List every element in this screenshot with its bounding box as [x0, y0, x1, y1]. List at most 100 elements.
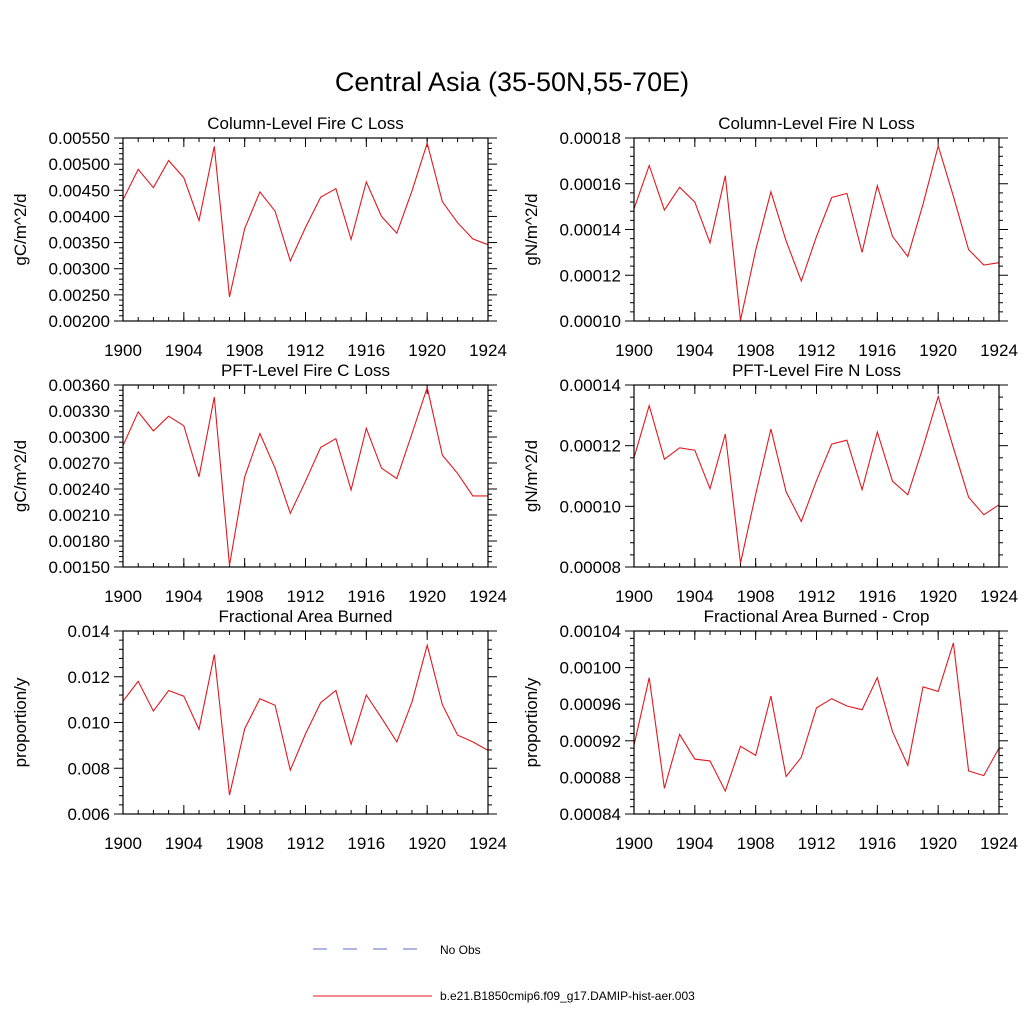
x-tick-label: 1924 [469, 587, 507, 606]
y-tick-label: 0.00018 [560, 129, 621, 148]
plot-frame [122, 630, 489, 815]
y-tick-label: 0.00014 [560, 221, 621, 240]
y-tick-label: 0.00250 [49, 286, 110, 305]
y-tick-label: 0.00010 [560, 497, 621, 516]
y-tick-label: 0.00014 [560, 376, 621, 395]
x-tick-label: 1916 [347, 341, 385, 360]
series-line [122, 141, 489, 298]
x-tick-label: 1900 [104, 834, 142, 853]
x-tick-label: 1912 [287, 587, 325, 606]
y-tick-label: 0.00088 [560, 768, 621, 787]
x-tick-label: 1920 [919, 834, 957, 853]
y-tick-label: 0.00084 [560, 805, 621, 824]
x-tick-label: 1908 [226, 341, 264, 360]
x-tick-label: 1900 [104, 587, 142, 606]
y-tick-label: 0.00400 [49, 207, 110, 226]
y-tick-label: 0.00092 [560, 732, 621, 751]
x-tick-label: 1908 [737, 834, 775, 853]
x-tick-label: 1904 [165, 341, 203, 360]
x-tick-label: 1908 [737, 587, 775, 606]
legend-no-obs-label: No Obs [440, 943, 481, 957]
y-tick-label: 0.00450 [49, 181, 110, 200]
x-tick-label: 1904 [165, 587, 203, 606]
y-axis-label: gC/m^2/d [11, 193, 30, 265]
x-tick-label: 1920 [408, 587, 446, 606]
y-tick-label: 0.00550 [49, 129, 110, 148]
series-line [633, 642, 1000, 793]
y-tick-label: 0.00500 [49, 155, 110, 174]
plot-frame [633, 137, 1000, 322]
y-tick-label: 0.00300 [49, 260, 110, 279]
y-tick-label: 0.00350 [49, 234, 110, 253]
panel-6: Fractional Area Burned - Crop proportion/… [522, 607, 1018, 853]
x-tick-label: 1912 [798, 834, 836, 853]
y-tick-label: 0.00012 [560, 437, 621, 456]
series-line [633, 394, 1000, 564]
y-tick-label: 0.00200 [49, 312, 110, 331]
x-tick-label: 1912 [287, 341, 325, 360]
x-tick-label: 1900 [615, 341, 653, 360]
y-tick-label: 0.010 [67, 714, 110, 733]
y-axis-label: gC/m^2/d [11, 440, 30, 512]
y-tick-label: 0.00210 [49, 506, 110, 525]
x-tick-label: 1916 [858, 587, 896, 606]
x-tick-label: 1912 [287, 834, 325, 853]
panel-5: Fractional Area Burned proportion/y 1900 19… [11, 607, 507, 853]
y-axis-label: gN/m^2/d [522, 193, 541, 265]
series-line [122, 643, 489, 796]
y-tick-label: 0.012 [67, 668, 110, 687]
panel-title: Fractional Area Burned - Crop [704, 607, 930, 626]
y-axis-label: gN/m^2/d [522, 440, 541, 512]
panel-title: PFT-Level Fire N Loss [732, 361, 901, 380]
x-tick-label: 1916 [347, 834, 385, 853]
y-axis-label: proportion/y [11, 677, 30, 767]
x-tick-label: 1924 [469, 834, 507, 853]
y-tick-label: 0.00270 [49, 454, 110, 473]
y-tick-label: 0.00240 [49, 480, 110, 499]
y-tick-label: 0.00010 [560, 312, 621, 331]
y-tick-label: 0.00104 [560, 622, 621, 641]
y-tick-label: 0.00096 [560, 695, 621, 714]
legend-run-label: b.e21.B1850cmip6.f09_g17.DAMIP-hist-aer.… [440, 989, 695, 1003]
y-tick-label: 0.006 [67, 805, 110, 824]
y-tick-label: 0.00012 [560, 266, 621, 285]
y-tick-label: 0.00360 [49, 376, 110, 395]
y-tick-label: 0.00100 [560, 659, 621, 678]
x-tick-label: 1920 [408, 341, 446, 360]
x-tick-label: 1924 [980, 587, 1018, 606]
x-tick-label: 1900 [615, 834, 653, 853]
x-tick-label: 1920 [919, 341, 957, 360]
y-tick-label: 0.00016 [560, 175, 621, 194]
y-tick-label: 0.00150 [49, 558, 110, 577]
x-tick-label: 1920 [408, 834, 446, 853]
x-tick-label: 1904 [676, 587, 714, 606]
plot-frame [633, 630, 1000, 815]
x-tick-label: 1908 [226, 834, 264, 853]
x-tick-label: 1908 [226, 587, 264, 606]
y-axis-label: proportion/y [522, 677, 541, 767]
x-tick-label: 1908 [737, 341, 775, 360]
panel-title: Fractional Area Burned [219, 607, 393, 626]
x-tick-label: 1912 [798, 587, 836, 606]
x-tick-label: 1916 [858, 834, 896, 853]
x-tick-label: 1904 [165, 834, 203, 853]
panel-4: PFT-Level Fire N Loss gN/m^2/d 1900 1904 190… [522, 361, 1018, 606]
y-tick-label: 0.00180 [49, 532, 110, 551]
x-tick-label: 1900 [104, 341, 142, 360]
x-tick-label: 1900 [615, 587, 653, 606]
y-tick-label: 0.014 [67, 622, 110, 641]
plot-frame [122, 384, 489, 568]
x-tick-label: 1924 [469, 341, 507, 360]
x-tick-label: 1912 [798, 341, 836, 360]
legend: No Obs b.e21.B1850cmip6.f09_g17.DAMIP-hi… [313, 943, 695, 1003]
x-tick-label: 1904 [676, 834, 714, 853]
x-tick-label: 1904 [676, 341, 714, 360]
series-line [633, 143, 1000, 321]
y-tick-label: 0.00330 [49, 402, 110, 421]
x-tick-label: 1920 [919, 587, 957, 606]
x-tick-label: 1924 [980, 341, 1018, 360]
panel-title: PFT-Level Fire C Loss [221, 361, 390, 380]
panel-title: Column-Level Fire N Loss [718, 114, 915, 133]
x-tick-label: 1916 [347, 587, 385, 606]
